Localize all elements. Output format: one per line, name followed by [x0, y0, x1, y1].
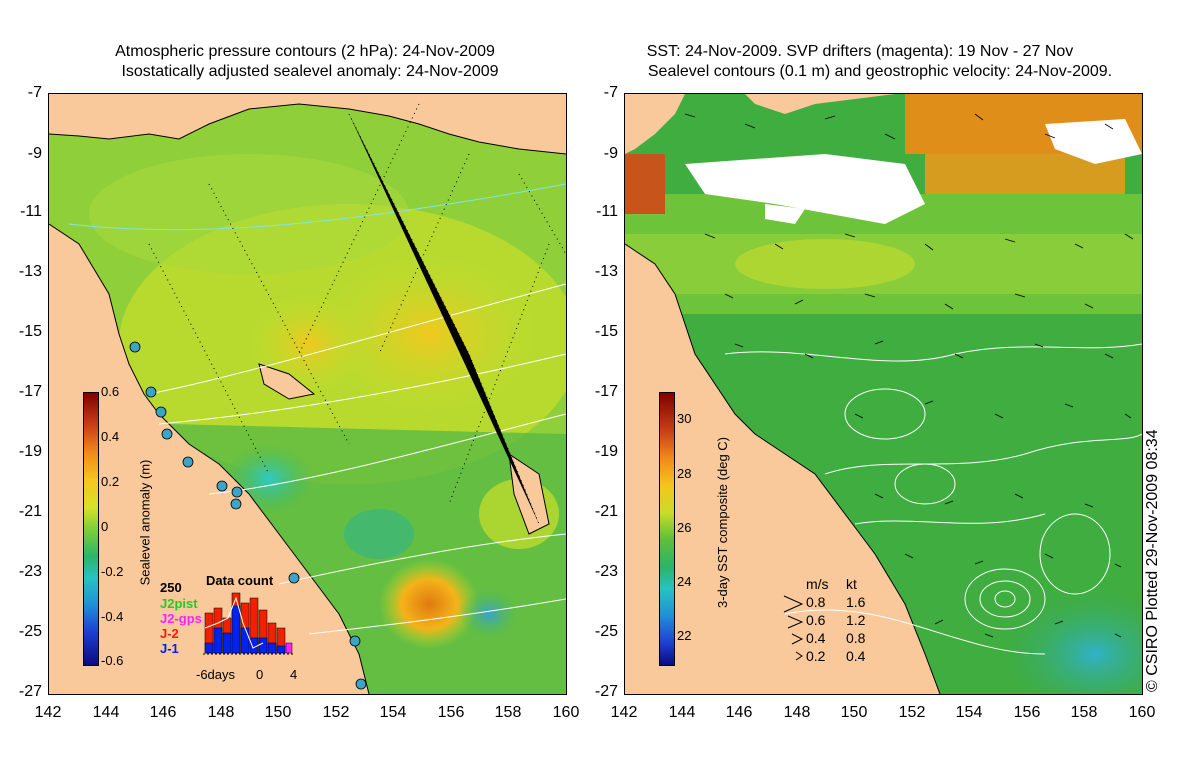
left-xtick-4: 150 — [264, 704, 292, 721]
right-ytick-7: -21 — [594, 503, 618, 520]
right-ytick-3: -13 — [594, 263, 618, 280]
sst-colorbar-label: 3-day SST composite (deg C) — [715, 437, 730, 608]
data-count-xlabel-zero: 0 — [256, 667, 264, 682]
right-xtick-5: 152 — [898, 704, 926, 721]
velocity-row3-kt: 0.4 — [846, 648, 866, 664]
copyright-notice: © CSIRO Plotted 29-Nov-2009 08:34 — [1144, 429, 1161, 692]
right-xtick-3: 148 — [783, 704, 811, 721]
data-count-xlabel-start: -6days — [196, 667, 236, 682]
right-ytick-1: -9 — [603, 145, 618, 162]
velocity-row0-kt: 1.6 — [846, 594, 866, 610]
velocity-row0-ms: 0.8 — [806, 594, 826, 610]
sla-colorbar-tick-2: 0.2 — [101, 474, 120, 489]
right-ytick-5: -17 — [594, 383, 618, 400]
sla-colorbar-tick-3: 0 — [101, 519, 109, 534]
sla-colorbar-label: Sealevel anomaly (m) — [137, 459, 153, 586]
right-ytick-2: -11 — [596, 203, 618, 220]
sst-colorbar-tick-0: 30 — [677, 411, 692, 426]
left-xtick-9: 160 — [552, 704, 580, 721]
left-ytick-6: -19 — [18, 443, 42, 460]
sla-colorbar-tick-6: -0.6 — [101, 653, 124, 668]
data-count-max: 250 — [160, 580, 182, 595]
right-ytick-6: -19 — [594, 443, 618, 460]
velocity-row1-ms: 0.6 — [806, 612, 826, 628]
left-ytick-3: -13 — [18, 263, 42, 280]
velocity-row2-kt: 0.8 — [846, 630, 866, 646]
sla-colorbar-tick-1: 0.4 — [101, 429, 120, 444]
right-xtick-8: 158 — [1070, 704, 1098, 721]
left-ytick-5: -17 — [18, 383, 42, 400]
left-title-line1: Atmospheric pressure contours (2 hPa): 2… — [115, 43, 495, 60]
sea-level-anomaly-map — [48, 93, 567, 695]
right-xtick-6: 154 — [955, 704, 983, 721]
sla-colorbar-tick-5: -0.4 — [101, 609, 124, 624]
right-xtick-1: 144 — [668, 704, 696, 721]
velocity-legend-arrows — [783, 595, 804, 661]
left-ytick-1: -9 — [27, 145, 42, 162]
data-count-xlabel-end: 4 — [290, 667, 298, 682]
velocity-header-ms: m/s — [806, 576, 829, 592]
sst-colorbar-tick-1: 28 — [677, 466, 692, 481]
left-xtick-2: 146 — [149, 704, 177, 721]
left-xtick-8: 158 — [494, 704, 522, 721]
sst-colorbar-tick-4: 22 — [677, 628, 692, 643]
right-xtick-2: 146 — [725, 704, 753, 721]
left-xtick-7: 156 — [437, 704, 465, 721]
left-xtick-0: 142 — [34, 704, 62, 721]
data-count-histogram — [203, 592, 295, 655]
right-xtick-9: 160 — [1128, 704, 1156, 721]
left-ytick-10: -27 — [18, 683, 42, 700]
velocity-row1-kt: 1.2 — [846, 612, 866, 628]
sla-colorbar-tick-4: -0.2 — [101, 564, 124, 579]
left-xtick-1: 144 — [92, 704, 120, 721]
right-xtick-7: 156 — [1013, 704, 1041, 721]
right-xtick-0: 142 — [610, 704, 638, 721]
sst-colorbar — [659, 392, 675, 666]
velocity-arrows — [684, 113, 1134, 638]
legend-j2pist: J2pist — [160, 596, 198, 611]
left-ytick-8: -23 — [18, 563, 42, 580]
left-xtick-5: 152 — [322, 704, 350, 721]
right-xtick-4: 150 — [840, 704, 868, 721]
velocity-row3-ms: 0.2 — [806, 648, 826, 664]
velocity-row2-ms: 0.4 — [806, 630, 826, 646]
sea-level-anomaly-graphic — [49, 94, 566, 694]
data-count-title: Data count — [206, 573, 274, 588]
left-title-line2: Isostatically adjusted sealevel anomaly:… — [121, 63, 499, 80]
left-ytick-9: -25 — [18, 623, 42, 640]
legend-j1: J-1 — [160, 641, 179, 656]
right-ytick-9: -25 — [594, 623, 618, 640]
sst-colorbar-tick-3: 24 — [677, 574, 692, 589]
left-xtick-3: 148 — [207, 704, 235, 721]
left-xtick-6: 154 — [379, 704, 407, 721]
sla-colorbar — [83, 392, 99, 666]
right-ytick-8: -23 — [594, 563, 618, 580]
left-ytick-2: -11 — [20, 203, 42, 220]
sst-map — [624, 93, 1143, 695]
right-title-line2: Sealevel contours (0.1 m) and geostrophi… — [647, 63, 1113, 80]
velocity-header-kt: kt — [846, 576, 857, 592]
right-ytick-0: -7 — [603, 84, 618, 101]
sst-map-graphic — [625, 94, 1142, 694]
right-ytick-4: -15 — [594, 323, 618, 340]
left-ytick-7: -21 — [18, 503, 42, 520]
left-ytick-4: -15 — [18, 323, 42, 340]
sst-colorbar-tick-2: 26 — [677, 520, 692, 535]
left-ytick-0: -7 — [27, 84, 42, 101]
right-title-line1: SST: 24-Nov-2009. SVP drifters (magenta)… — [646, 43, 1074, 60]
legend-j2: J-2 — [160, 626, 179, 641]
sla-colorbar-tick-0: 0.6 — [101, 384, 120, 399]
right-ytick-10: -27 — [594, 683, 618, 700]
legend-j2gps: J2-gps — [160, 611, 202, 626]
